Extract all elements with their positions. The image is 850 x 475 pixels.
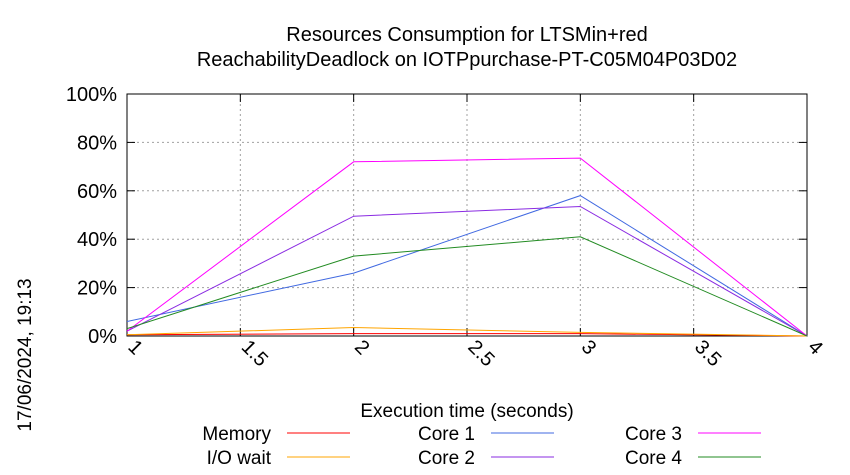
x-axis-ticks: 1 1.5 2 2.5 3 3.5 4 [123,94,827,371]
legend-label: Core 1 [418,424,475,445]
y-axis-ticks: 0% 20% 40% 60% 80% 100% [66,84,807,348]
legend-label: I/O wait [207,448,272,469]
legend-label: Core 2 [418,448,475,469]
chart-subtitle: ReachabilityDeadlock on IOTPpurchase-PT-… [197,49,737,71]
legend: Memory I/O wait Core 1 Core 2 Core 3 Core 4 [202,424,761,469]
legend-label: Memory [202,424,271,445]
x-tick-label: 3.5 [690,336,725,371]
x-tick-label: 1.5 [237,336,272,371]
legend-label: Core 4 [625,448,682,469]
chart-title: Resources Consumption for LTSMin+red [286,24,647,46]
y-tick-label: 100% [66,84,117,106]
series-line-core-2 [126,205,808,337]
x-tick-label: 3 [577,336,600,359]
series-line-core-1 [126,195,808,337]
series-line-core-3 [126,157,808,337]
timestamp-label: 17/06/2024, 19:13 [15,278,36,431]
y-tick-label: 20% [77,278,117,300]
x-tick-label: 4 [803,336,826,359]
y-tick-label: 80% [77,132,117,154]
x-tick-label: 2 [350,336,373,359]
series-lines [126,157,808,337]
series-line-memory [126,333,808,337]
y-tick-label: 60% [77,181,117,203]
x-axis-title: Execution time (seconds) [360,401,573,422]
series-line-i-o-wait [126,326,808,337]
x-tick-label: 1 [123,336,146,359]
y-tick-label: 40% [77,229,117,251]
series-line-core-4 [126,236,808,337]
legend-label: Core 3 [625,424,682,445]
y-tick-label: 0% [88,326,117,348]
x-tick-label: 2.5 [463,336,498,371]
